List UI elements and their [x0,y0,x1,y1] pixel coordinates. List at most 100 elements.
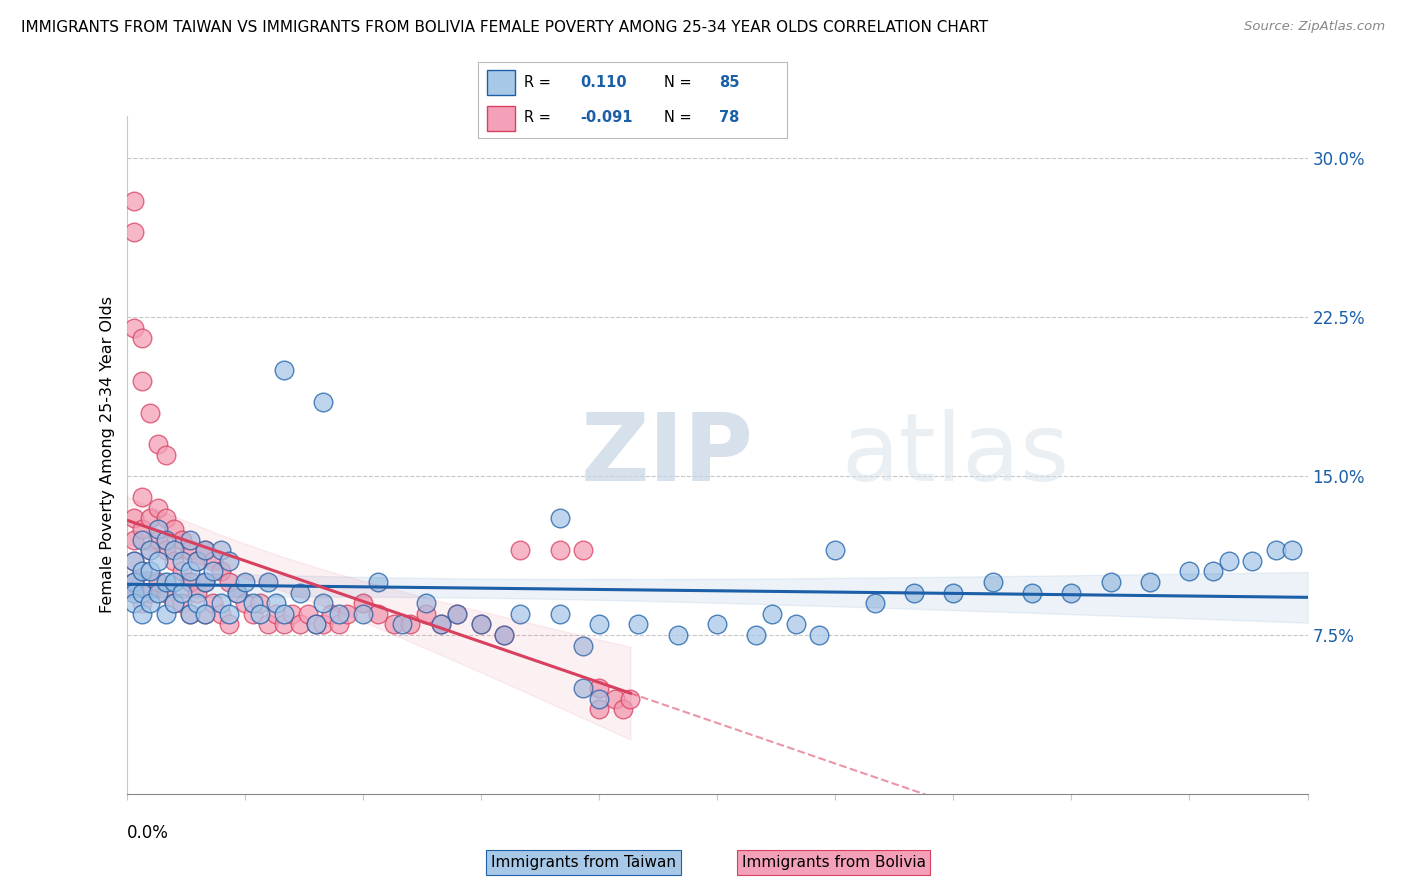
Text: ZIP: ZIP [581,409,754,501]
Point [509,607,531,621]
Point [249,596,271,610]
Point [179,607,201,621]
Point [170,565,193,579]
Point [124,533,146,547]
Point [155,533,177,547]
Text: Immigrants from Bolivia: Immigrants from Bolivia [742,855,925,870]
Point [328,617,350,632]
Point [321,607,343,621]
Point [131,565,153,579]
Point [430,617,453,632]
Point [194,607,217,621]
Text: 85: 85 [720,76,740,90]
Point [124,554,146,568]
Point [1099,575,1122,590]
Point [179,607,201,621]
Text: atlas: atlas [841,409,1070,501]
Point [170,533,193,547]
Point [202,596,225,610]
Point [179,575,201,590]
Point [494,628,516,642]
Point [155,585,177,599]
Point [367,607,389,621]
Point [146,500,169,515]
Point [209,543,232,558]
Point [572,543,595,558]
Point [785,617,807,632]
Point [155,543,177,558]
Point [1281,543,1303,558]
Point [124,554,146,568]
Point [1139,575,1161,590]
Point [288,585,311,599]
Point [131,565,153,579]
Point [163,596,186,610]
Point [415,596,437,610]
Point [942,585,965,599]
Point [163,522,186,536]
Point [257,617,280,632]
Text: IMMIGRANTS FROM TAIWAN VS IMMIGRANTS FROM BOLIVIA FEMALE POVERTY AMONG 25-34 YEA: IMMIGRANTS FROM TAIWAN VS IMMIGRANTS FRO… [21,20,988,35]
Point [225,585,247,599]
Point [612,702,634,716]
Point [336,607,359,621]
Point [155,575,177,590]
Point [603,691,626,706]
Text: -0.091: -0.091 [581,111,633,125]
Point [124,511,146,525]
FancyBboxPatch shape [488,105,515,130]
Point [548,543,571,558]
Text: Immigrants from Taiwan: Immigrants from Taiwan [491,855,676,870]
Point [124,596,146,610]
Point [131,596,153,610]
Point [446,607,468,621]
Point [588,702,610,716]
Point [131,491,153,505]
Point [155,448,177,462]
Point [548,511,571,525]
Point [124,194,146,208]
Point [1202,565,1225,579]
Point [179,543,201,558]
Point [808,628,831,642]
Point [218,607,240,621]
Point [470,617,492,632]
Point [139,565,162,579]
Point [124,575,146,590]
Point [706,617,728,632]
Point [1218,554,1240,568]
Point [124,585,146,599]
Point [194,607,217,621]
Point [124,585,146,599]
Point [312,395,335,409]
Point [304,617,326,632]
Text: R =: R = [524,76,555,90]
Text: 78: 78 [720,111,740,125]
Point [352,607,374,621]
Point [218,617,240,632]
Point [470,617,492,632]
Point [163,543,186,558]
Text: N =: N = [664,76,696,90]
Point [139,585,162,599]
Point [186,596,208,610]
Point [494,628,516,642]
Point [186,554,208,568]
Point [139,543,162,558]
Text: Source: ZipAtlas.com: Source: ZipAtlas.com [1244,20,1385,33]
Point [124,226,146,240]
Point [257,575,280,590]
Point [981,575,1004,590]
Point [588,681,610,695]
Point [146,522,169,536]
Point [863,596,886,610]
Point [903,585,925,599]
Point [146,554,169,568]
Point [588,691,610,706]
Text: R =: R = [524,111,555,125]
Point [1060,585,1083,599]
Point [194,543,217,558]
Point [745,628,768,642]
Point [352,596,374,610]
Point [155,607,177,621]
